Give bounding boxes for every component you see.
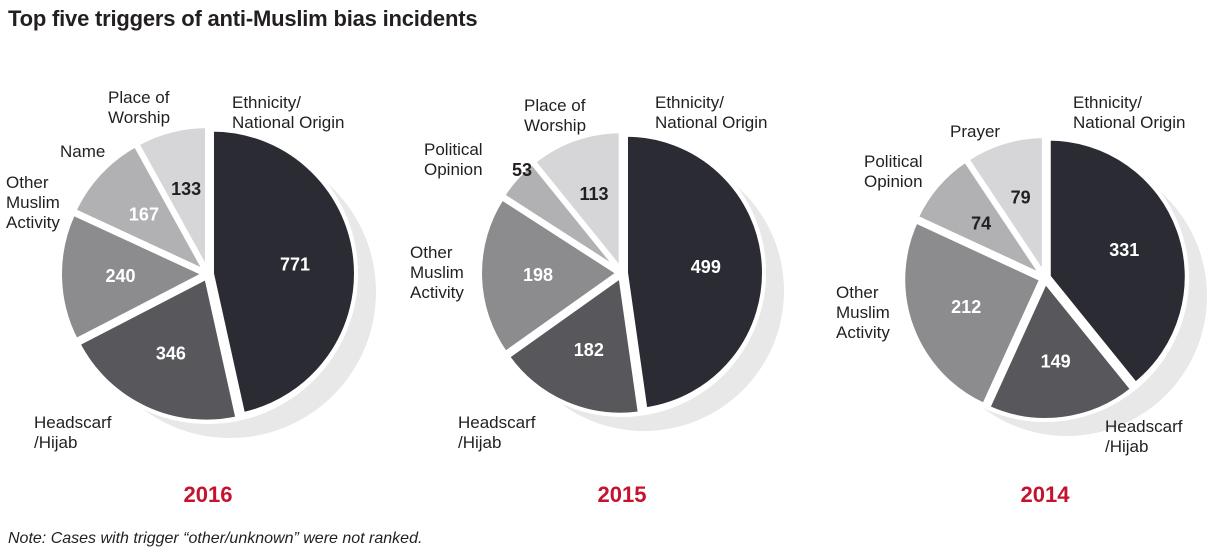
year-label: 2016	[183, 482, 233, 507]
category-label: Political Opinion	[864, 152, 923, 191]
category-label: Headscarf /Hijab	[34, 413, 112, 452]
year-label: 2015	[597, 482, 647, 507]
category-label: Prayer	[950, 122, 1001, 141]
chart-title: Top five triggers of anti-Muslim bias in…	[8, 6, 478, 31]
data-label: 167	[129, 204, 159, 224]
pie-slice	[985, 278, 1136, 422]
data-label: 149	[1041, 351, 1071, 371]
category-label: Ethnicity/ National Origin	[1073, 93, 1186, 132]
category-label: Ethnicity/ National Origin	[655, 93, 768, 132]
pie-chart-2016: 771 346 240 167 133	[58, 124, 376, 438]
pie-slice	[58, 210, 209, 343]
pie-slice	[964, 134, 1046, 281]
pie-slice	[901, 218, 1044, 408]
pie-panel-2015: 499 182 198 113 Ethnicity/ National Origin He…	[410, 60, 830, 530]
data-label: 182	[574, 340, 604, 360]
pie-slice	[478, 195, 622, 356]
pie-chart-2014: 331 149 212 74 79	[901, 134, 1207, 436]
pie-slice	[531, 129, 623, 275]
data-label: 79	[1011, 188, 1031, 208]
pie-slice	[75, 274, 240, 424]
pie-slice	[505, 273, 643, 417]
data-label: 212	[951, 297, 981, 317]
pie-slice	[209, 127, 358, 417]
category-label: Headscarf /Hijab	[458, 413, 536, 452]
category-label: Other Muslim Activity	[836, 283, 890, 342]
pie-chart-2015: 499 182 198 113	[478, 129, 784, 431]
data-label: 499	[691, 257, 721, 277]
category-label: Place of Worship	[524, 96, 587, 135]
pie-slice	[71, 142, 210, 276]
data-label: 198	[523, 265, 553, 285]
category-label: Political Opinion	[424, 140, 483, 179]
category-label: Place of Worship	[108, 88, 171, 127]
category-label: Ethnicity/ National Origin	[232, 93, 345, 132]
category-label: Other Muslim Activity	[6, 173, 60, 232]
pie-slice	[623, 132, 766, 412]
category-label: Name	[60, 142, 106, 161]
category-label: Headscarf /Hijab	[1105, 417, 1183, 456]
chart-note: Note: Cases with trigger “other/unknown”…	[8, 530, 423, 547]
data-label: 346	[156, 343, 186, 363]
pie-slice	[1046, 136, 1189, 387]
pie-panel-2016: 771 346 240 167 133 Ethnicity/ National Origi…	[0, 60, 420, 530]
data-label: 331	[1109, 240, 1139, 260]
data-label: 113	[579, 184, 608, 204]
data-label: 53	[512, 160, 533, 180]
data-label: 74	[971, 213, 991, 233]
pie-slice	[914, 157, 1048, 281]
pie-panel-2014: 331 149 212 74 79 Ethnicity/ National Origin H…	[820, 60, 1227, 530]
data-label: 771	[280, 254, 310, 274]
data-label: 240	[105, 266, 135, 286]
data-label: 133	[171, 179, 201, 199]
year-label: 2014	[1020, 482, 1070, 507]
pie-slice	[134, 124, 210, 272]
category-label: Other Muslim Activity	[410, 243, 464, 302]
